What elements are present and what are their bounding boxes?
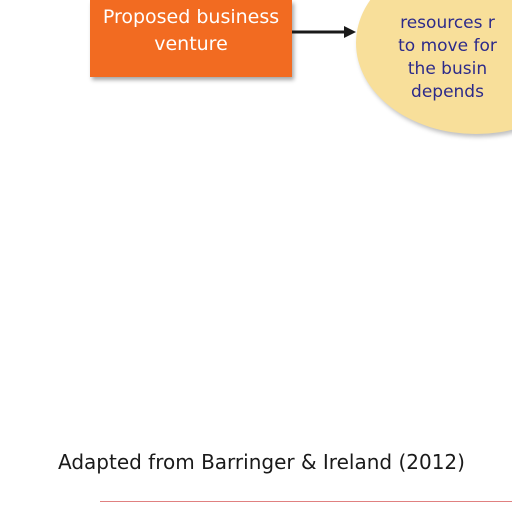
venture-label-line: Proposed business bbox=[102, 6, 280, 28]
oval-text-line: the busin bbox=[407, 59, 488, 79]
venture-label-line: venture bbox=[154, 33, 228, 55]
source-citation: Adapted from Barringer & Ireland (2012) bbox=[58, 450, 465, 474]
footer-divider bbox=[100, 501, 512, 502]
oval-text-line: to move for bbox=[398, 36, 497, 56]
venture-box-label: Proposed business venture bbox=[90, 4, 292, 58]
proposed-venture-box: Proposed business venture bbox=[90, 0, 292, 77]
oval-text-line: resources r bbox=[400, 13, 495, 33]
oval-text-line: depends bbox=[411, 82, 484, 102]
flow-arrow-icon bbox=[292, 26, 356, 38]
